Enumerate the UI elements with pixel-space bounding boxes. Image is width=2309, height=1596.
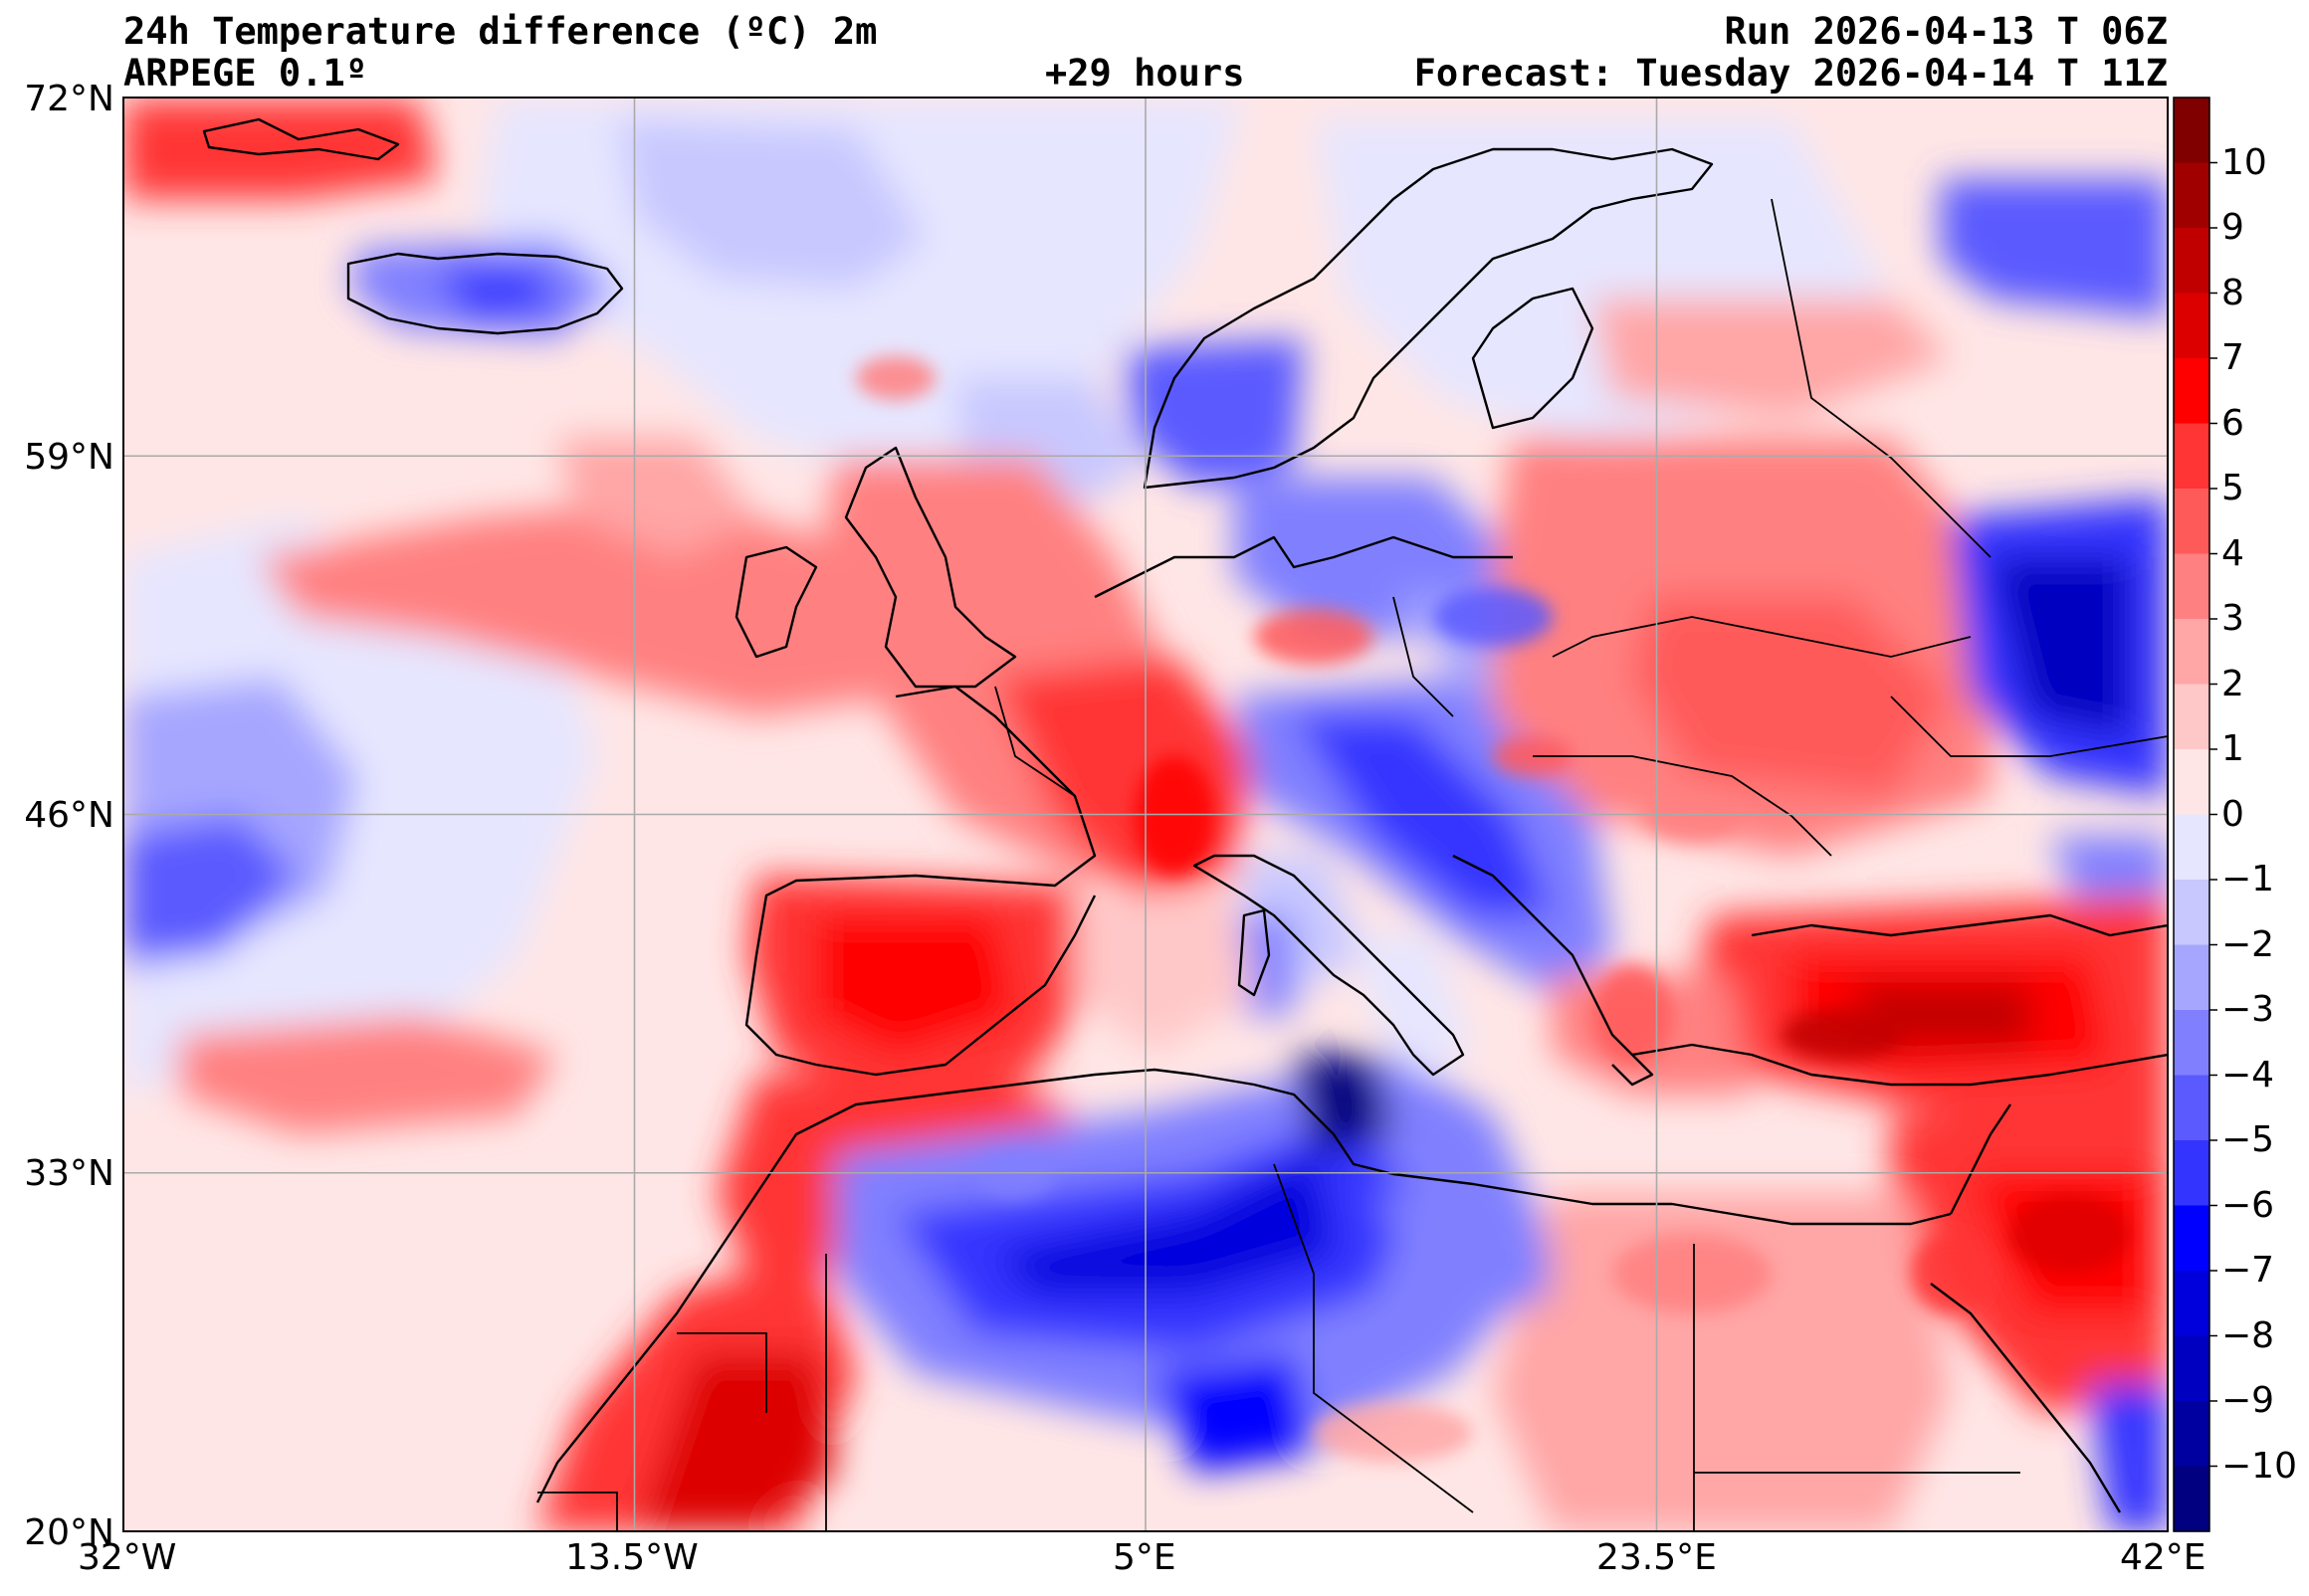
colorbar-bin bbox=[2174, 1271, 2209, 1337]
colorbar-label: −9 bbox=[2221, 1380, 2275, 1421]
colorbar-label: −8 bbox=[2221, 1314, 2275, 1356]
lon-label-5e: 5°E bbox=[1113, 1537, 1176, 1578]
colorbar-label: −1 bbox=[2221, 859, 2275, 899]
colorbar-label: 0 bbox=[2221, 793, 2244, 835]
colorbar-bin bbox=[2174, 749, 2209, 816]
colorbar-bin bbox=[2174, 619, 2209, 686]
run-time: Run 2026-04-13 T 06Z bbox=[1724, 10, 2168, 53]
colorbar-bin bbox=[2174, 880, 2209, 946]
colorbar-label: −4 bbox=[2221, 1054, 2275, 1096]
lon-label-42e: 42°E bbox=[2120, 1537, 2206, 1578]
colorbar bbox=[2174, 98, 2217, 1532]
colorbar-bin bbox=[2174, 1140, 2209, 1207]
forecast-time: Forecast: Tuesday 2026-04-14 T 11Z bbox=[1413, 52, 2168, 95]
colorbar-label: 6 bbox=[2221, 402, 2244, 444]
colorbar-label: −6 bbox=[2221, 1184, 2275, 1226]
colorbar-label: 5 bbox=[2221, 468, 2244, 508]
colorbar-label: −7 bbox=[2221, 1250, 2275, 1291]
lon-label-32w: 32°W bbox=[78, 1537, 177, 1578]
colorbar-label: −3 bbox=[2221, 989, 2275, 1030]
lat-label-33: 33°N bbox=[24, 1153, 114, 1194]
colorbar-label: 9 bbox=[2221, 207, 2244, 248]
model-name: ARPEGE 0.1º bbox=[123, 52, 368, 95]
lat-label-46: 46°N bbox=[24, 795, 114, 836]
graticule bbox=[123, 98, 2168, 1531]
lon-label-23e: 23.5°E bbox=[1596, 1537, 1717, 1578]
map-frame bbox=[122, 97, 2169, 1532]
colorbar-bin bbox=[2174, 1401, 2209, 1468]
colorbar-bin bbox=[2174, 162, 2209, 229]
colorbar-bin bbox=[2174, 1010, 2209, 1077]
borders bbox=[537, 198, 2168, 1531]
colorbar-bin bbox=[2174, 1075, 2209, 1141]
chart-title: 24h Temperature difference (ºC) 2m bbox=[123, 10, 878, 53]
colorbar-bin bbox=[2174, 814, 2209, 881]
lat-label-72: 72°N bbox=[24, 79, 114, 119]
lon-label-13w: 13.5°W bbox=[565, 1537, 699, 1578]
colorbar-label: −5 bbox=[2221, 1119, 2275, 1160]
colorbar-label: 7 bbox=[2221, 337, 2244, 378]
colorbar-label: 8 bbox=[2221, 272, 2244, 313]
colorbar-bin bbox=[2174, 684, 2209, 750]
colorbar-label: 2 bbox=[2221, 663, 2244, 704]
lat-label-59: 59°N bbox=[24, 437, 114, 478]
colorbar-label: −2 bbox=[2221, 923, 2275, 965]
colorbar-frame bbox=[2173, 97, 2210, 1532]
lead-time: +29 hours bbox=[1045, 52, 1245, 95]
temperature-field bbox=[123, 98, 2168, 1531]
colorbar-bin bbox=[2174, 1466, 2209, 1532]
colorbar-label: 3 bbox=[2221, 598, 2244, 639]
colorbar-bin bbox=[2174, 358, 2209, 425]
colorbar-bin bbox=[2174, 293, 2209, 359]
colorbar-label: 4 bbox=[2221, 532, 2244, 574]
colorbar-bin bbox=[2174, 98, 2209, 164]
colorbar-bin bbox=[2174, 489, 2209, 555]
colorbar-bin bbox=[2174, 423, 2209, 490]
colorbar-bin bbox=[2174, 553, 2209, 620]
colorbar-bin bbox=[2174, 1205, 2209, 1272]
colorbar-bin bbox=[2174, 1335, 2209, 1402]
colorbar-label: 10 bbox=[2221, 141, 2267, 183]
colorbar-label: −10 bbox=[2221, 1445, 2297, 1487]
colorbar-bin bbox=[2174, 228, 2209, 295]
lat-label-20: 20°N bbox=[24, 1512, 114, 1553]
coastlines bbox=[202, 117, 2168, 1513]
colorbar-label: 1 bbox=[2221, 728, 2244, 769]
colorbar-bin bbox=[2174, 944, 2209, 1011]
